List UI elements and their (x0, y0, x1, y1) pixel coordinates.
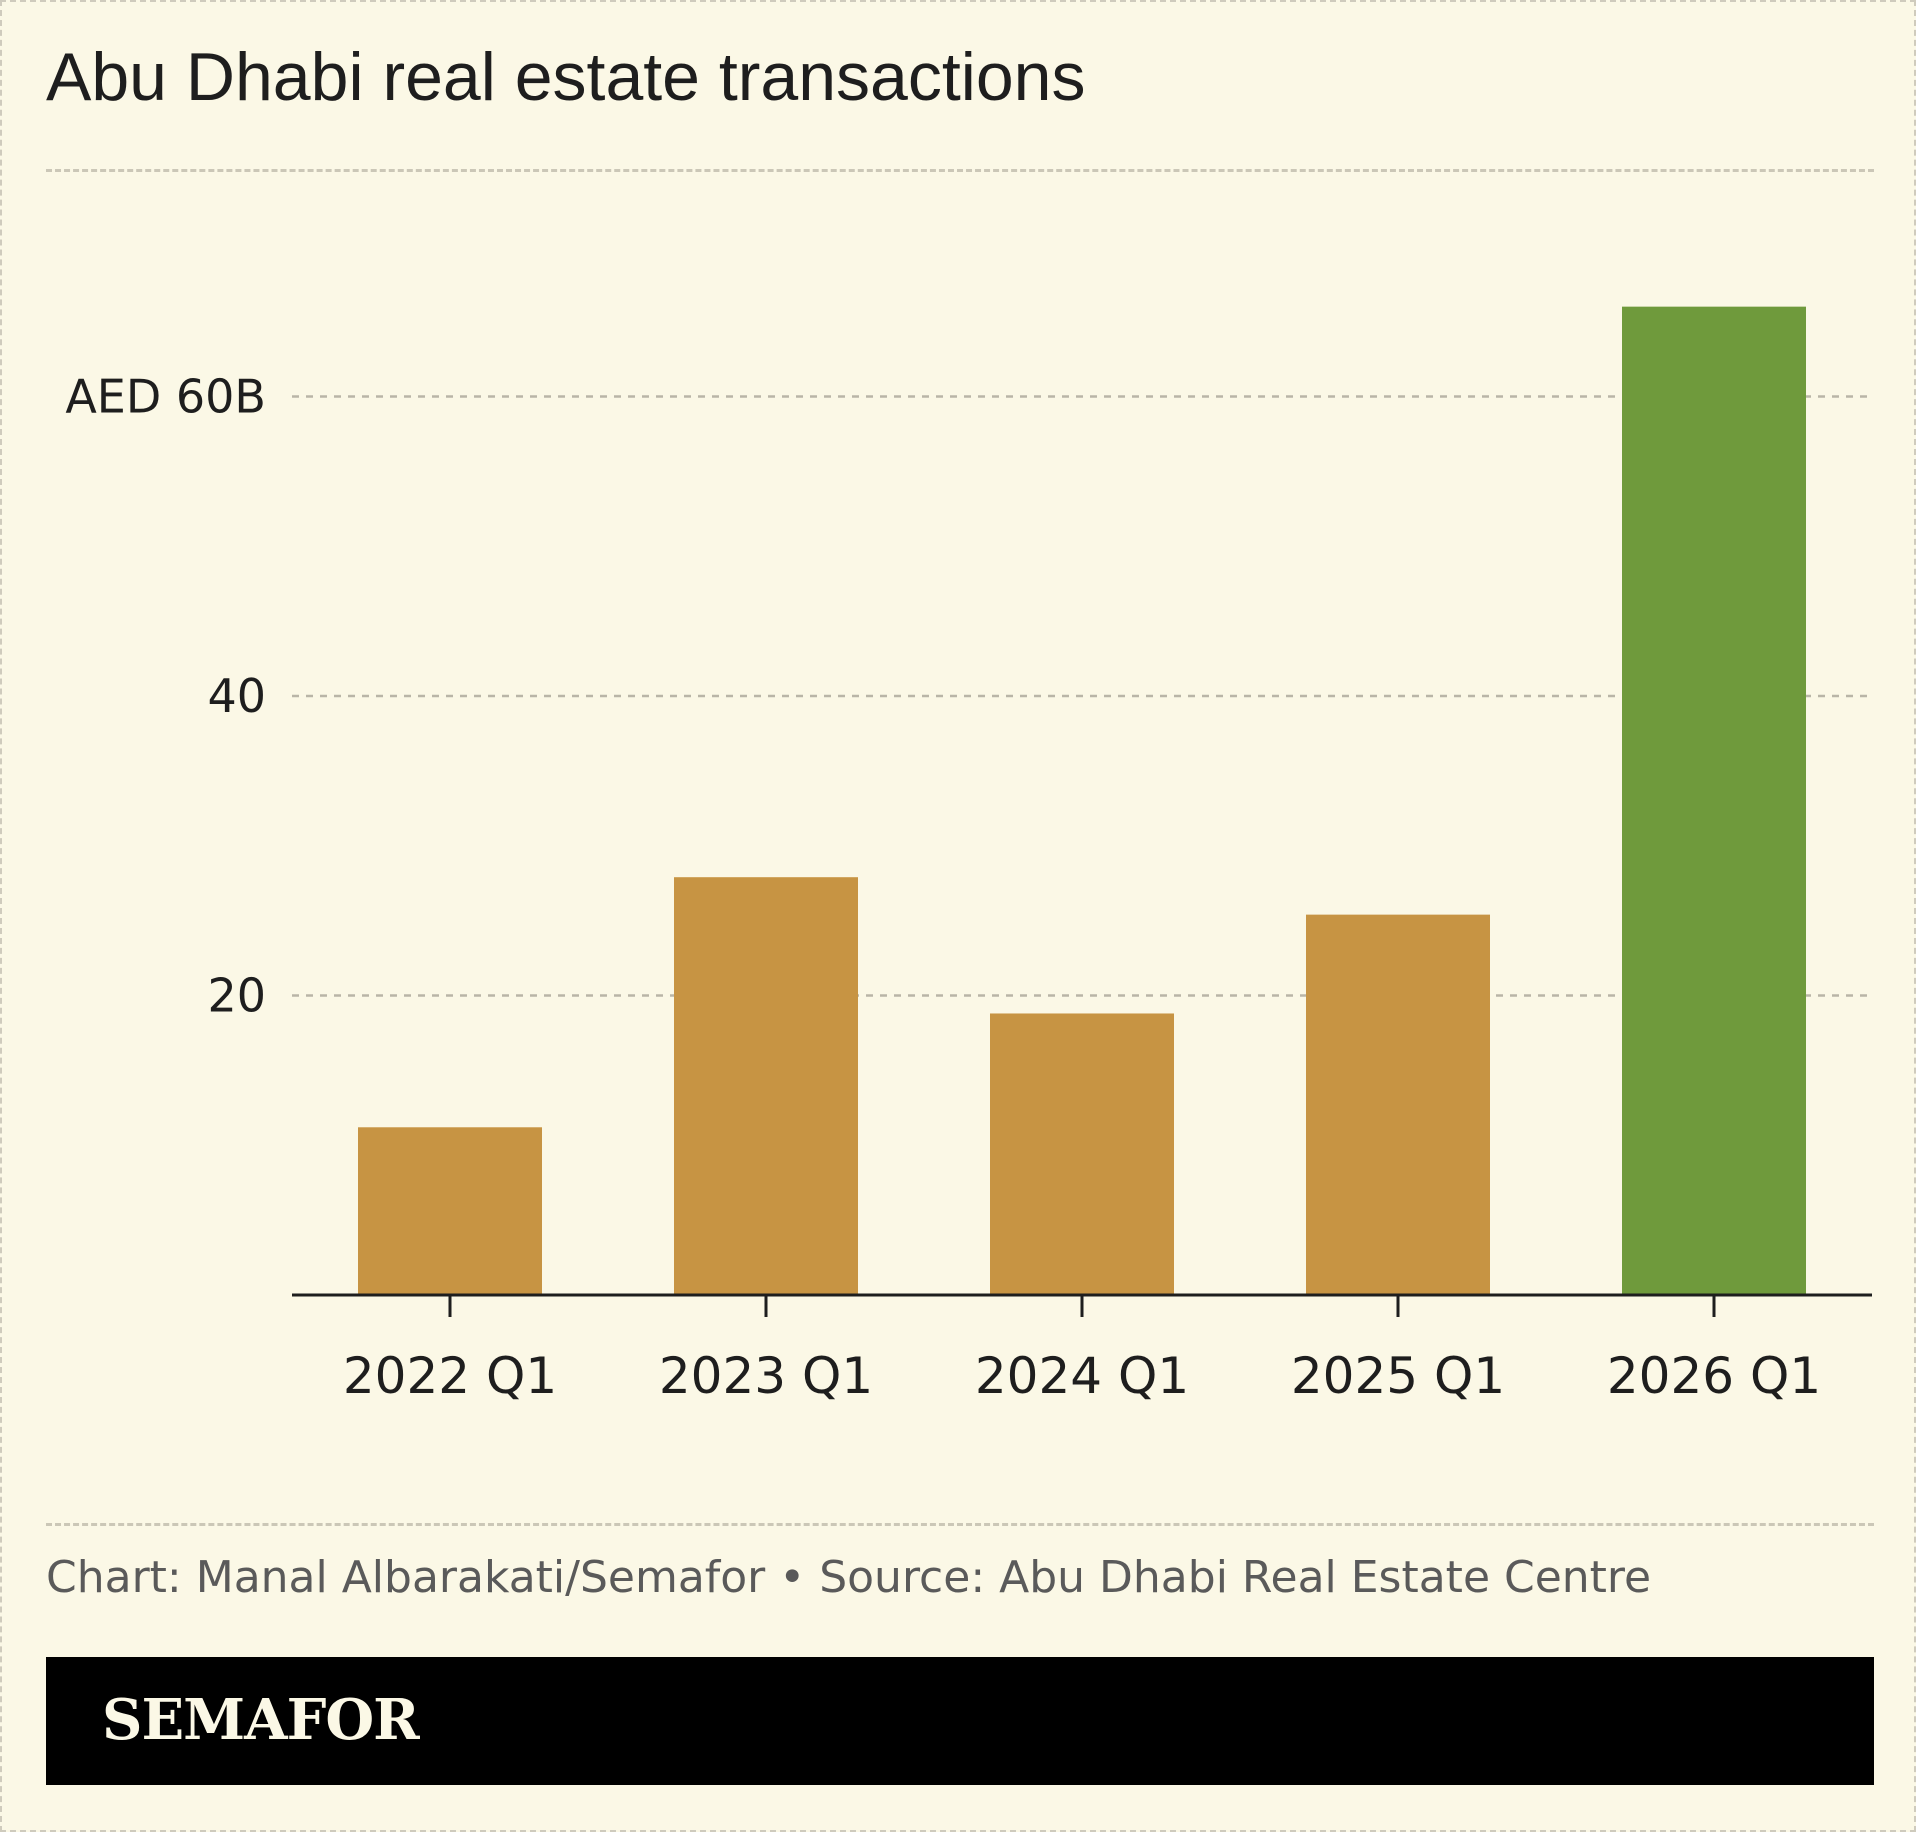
x-tick-label: 2022 Q1 (343, 1347, 557, 1405)
bottom-divider (46, 1523, 1874, 1526)
semafor-logo: SEMAFOR (102, 1687, 420, 1753)
bar-2024-q1 (990, 1013, 1174, 1295)
y-tick-label: 40 (207, 669, 266, 723)
top-divider (46, 169, 1874, 172)
brand-bar: SEMAFOR (46, 1657, 1874, 1785)
x-tick-label: 2024 Q1 (975, 1347, 1189, 1405)
source-credit: Chart: Manal Albarakati/Semafor • Source… (46, 1552, 1652, 1603)
bar-2026-q1 (1622, 306, 1806, 1295)
y-tick-label: 20 (207, 969, 266, 1023)
chart-title: Abu Dhabi real estate transactions (46, 39, 1086, 115)
y-tick-label: AED 60B (65, 370, 266, 424)
bar-2025-q1 (1306, 914, 1490, 1295)
bar-2023-q1 (674, 877, 858, 1295)
x-tick-label: 2025 Q1 (1291, 1347, 1505, 1405)
bar-chart: 20 40 AED 60B 2022 Q1 2023 Q1 2024 Q1 2025 Q1 2… (65, 306, 1872, 1405)
x-tick-label: 2026 Q1 (1607, 1347, 1821, 1405)
x-tick-label: 2023 Q1 (659, 1347, 873, 1405)
bar-2022-q1 (358, 1127, 542, 1295)
